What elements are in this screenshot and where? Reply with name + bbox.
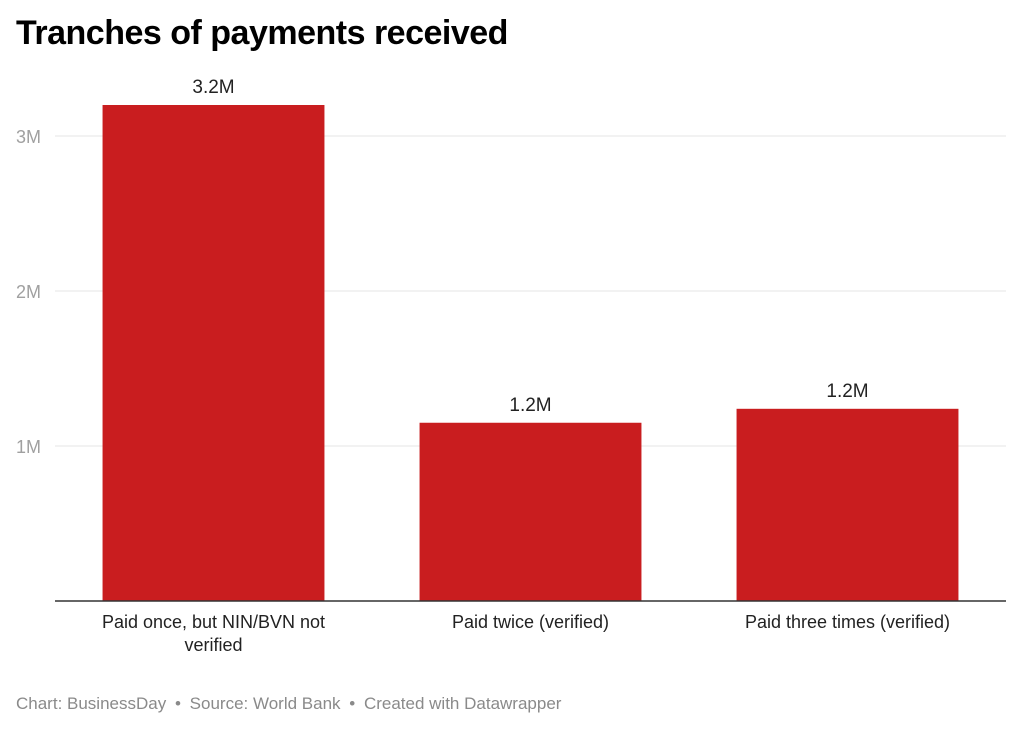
bar bbox=[419, 422, 642, 601]
bars bbox=[102, 105, 959, 601]
tool-credit: Created with Datawrapper bbox=[363, 694, 562, 713]
y-tick-label: 2M bbox=[16, 282, 41, 302]
y-tick-label: 1M bbox=[16, 437, 41, 457]
x-tick-label: Paid three times (verified) bbox=[745, 612, 950, 632]
data-label: 3.2M bbox=[192, 77, 234, 98]
footer-separator: • bbox=[349, 694, 356, 713]
bar bbox=[102, 105, 325, 601]
x-tick-label: Paid twice (verified) bbox=[452, 612, 609, 632]
bar bbox=[736, 408, 959, 601]
chart-footer: Chart: BusinessDay • Source: World Bank … bbox=[16, 694, 561, 714]
x-tick-label: verified bbox=[184, 635, 242, 655]
data-label: 1.2M bbox=[509, 395, 551, 416]
data-label: 1.2M bbox=[826, 381, 868, 402]
bar-chart: 1M 2M 3M 3.2M 1.2M 1.2M Paid once, but NIN/B… bbox=[16, 77, 1006, 655]
chart-title: Tranches of payments received bbox=[16, 14, 508, 52]
x-tick-label: Paid once, but NIN/BVN not bbox=[102, 612, 325, 632]
data-labels: 3.2M 1.2M 1.2M bbox=[192, 77, 868, 416]
y-tick-label: 3M bbox=[16, 127, 41, 147]
x-axis: Paid once, but NIN/BVN not verified Paid t… bbox=[55, 600, 1006, 655]
chart-credit: Chart: BusinessDay bbox=[16, 694, 167, 713]
footer-separator: • bbox=[174, 694, 181, 713]
source-credit: Source: World Bank bbox=[189, 694, 341, 713]
